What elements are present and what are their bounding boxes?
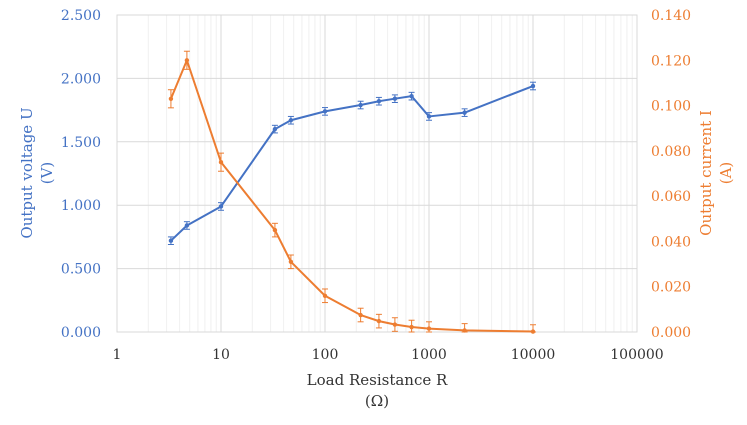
- y-right-tick-label: 0.120: [651, 53, 691, 69]
- current-data-point: [184, 58, 190, 63]
- y-right-tick-label: 0.040: [651, 234, 691, 250]
- voltage-data-point: [530, 83, 536, 89]
- voltage-data-point: [218, 204, 224, 209]
- x-tick-label: 1: [113, 347, 122, 363]
- voltage-data-point: [462, 110, 467, 115]
- y-left-tick-label: 2.500: [61, 8, 101, 24]
- plot-area-border: [116, 14, 638, 333]
- voltage-data-point: [376, 99, 382, 104]
- current-data-point: [288, 259, 294, 265]
- current-data-point: [272, 227, 278, 233]
- y-left-tick-label: 1.500: [61, 135, 101, 151]
- y-axis-right-title: Output current I: [697, 110, 715, 236]
- current-data-point: [409, 324, 414, 330]
- y-right-tick-label: 0.020: [651, 280, 691, 296]
- y-axis-right-unit: (A): [717, 162, 735, 185]
- x-tick-label: 100: [312, 347, 339, 363]
- voltage-data-point: [409, 93, 414, 99]
- x-tick-label: 100000: [610, 347, 663, 363]
- voltage-data-point: [322, 109, 328, 114]
- voltage-data-point: [426, 114, 432, 119]
- voltage-data-point: [288, 118, 294, 123]
- voltage-data-point: [184, 223, 190, 228]
- x-tick-label: 10: [212, 347, 230, 363]
- current-data-point: [376, 318, 382, 324]
- current-data-point: [168, 96, 174, 101]
- y-axis-left-title: Output voltage U: [18, 107, 36, 238]
- ticks-layer: 1 10 100 1000 10000 100000 0.000 0.500 1.000 1.50…: [61, 8, 691, 363]
- x-axis-title: Load Resistance R: [307, 371, 448, 389]
- current-data-point: [530, 329, 536, 334]
- x-axis-unit: (Ω): [365, 392, 389, 410]
- current-data-point: [462, 328, 467, 333]
- y-right-tick-label: 0.080: [651, 144, 691, 160]
- y-right-tick-label: 0.060: [651, 189, 691, 205]
- y-left-tick-label: 0.500: [61, 262, 101, 278]
- y-axis-left-unit: (V): [38, 162, 56, 185]
- y-right-tick-label: 0.140: [651, 8, 691, 24]
- current-data-point: [218, 159, 224, 165]
- x-tick-label: 10000: [511, 347, 556, 363]
- voltage-data-point: [358, 102, 363, 108]
- y-left-tick-label: 1.000: [61, 198, 101, 214]
- x-tick-label: 1000: [411, 347, 447, 363]
- current-data-point: [426, 326, 432, 331]
- grid: [116, 14, 638, 333]
- voltage-data-point: [272, 126, 278, 132]
- y-right-tick-label: 0.000: [651, 325, 691, 341]
- current-data-point: [358, 312, 363, 318]
- current-data-point: [392, 322, 398, 327]
- y-left-tick-label: 2.000: [61, 71, 101, 87]
- voltage-data-point: [168, 238, 174, 243]
- current-data-point: [322, 293, 328, 298]
- voltage-data-point: [392, 96, 398, 101]
- series-layer: [167, 50, 536, 334]
- y-right-tick-label: 0.100: [651, 99, 691, 115]
- y-left-tick-label: 0.000: [61, 325, 101, 341]
